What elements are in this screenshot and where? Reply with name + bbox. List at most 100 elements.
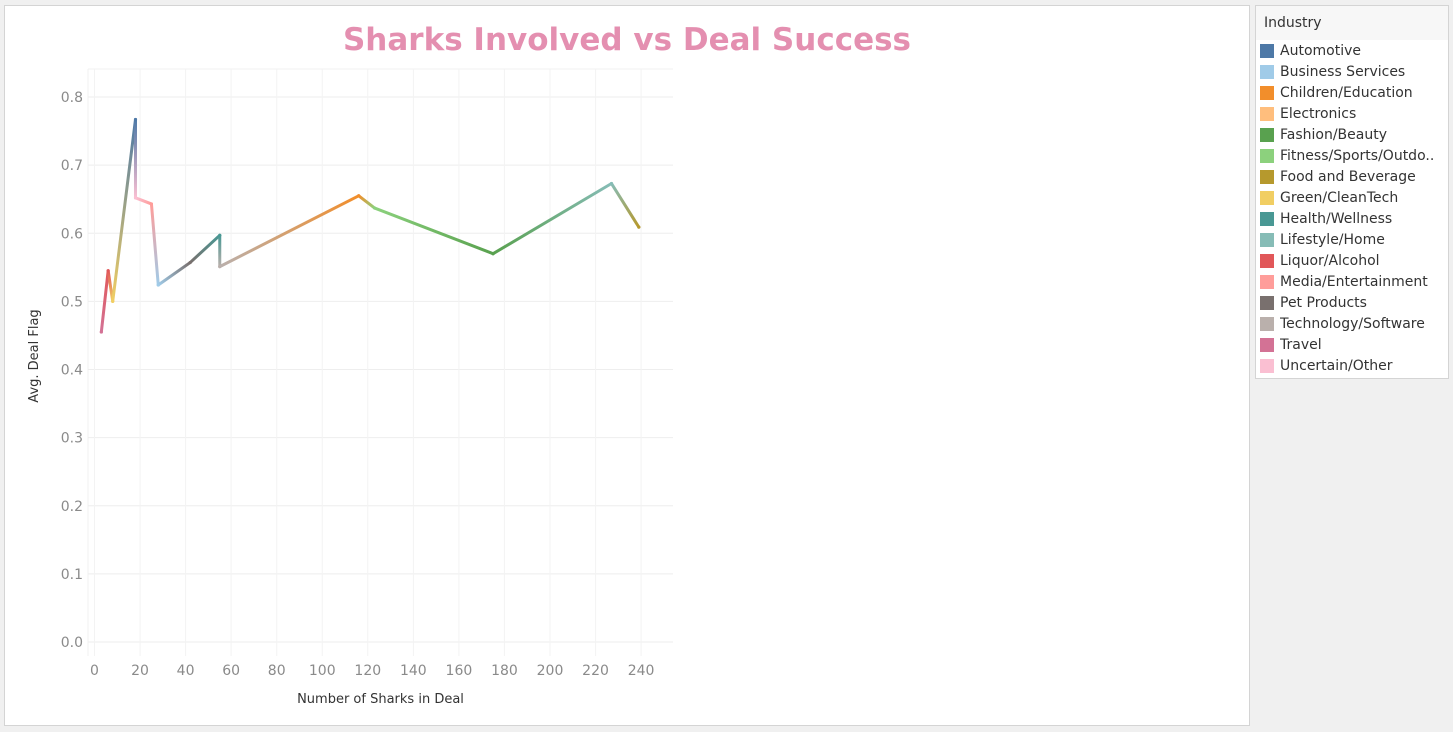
data-point: [99, 330, 103, 334]
chart-panel: Sharks Involved vs Deal Success 0.0 0.1 0.…: [4, 5, 1250, 726]
legend-label: Pet Products: [1280, 294, 1367, 311]
x-tick-label: 220: [582, 663, 609, 679]
x-tick-label: 100: [309, 663, 336, 679]
legend-item[interactable]: Travel: [1256, 334, 1448, 355]
legend-swatch: [1260, 337, 1274, 352]
legend-swatch: [1260, 358, 1274, 373]
y-tick-label: 0.2: [61, 499, 83, 515]
legend-swatch: [1260, 253, 1274, 268]
legend-swatch: [1260, 43, 1274, 58]
x-tick-label: 200: [537, 663, 564, 679]
legend-label: Travel: [1280, 336, 1322, 353]
line-segment: [357, 194, 377, 210]
legend-title: Industry: [1256, 6, 1448, 40]
legend-item[interactable]: Automotive: [1256, 40, 1448, 61]
y-tick-label: 0.3: [61, 431, 83, 447]
x-axis-title: Number of Sharks in Deal: [297, 692, 464, 707]
y-tick-label: 0.6: [61, 226, 83, 242]
line-segment: [111, 117, 137, 303]
legend-swatch: [1260, 148, 1274, 163]
legend-label: Fitness/Sports/Outdo..: [1280, 147, 1435, 164]
legend-label: Liquor/Alcohol: [1280, 252, 1380, 269]
x-tick-label: 20: [131, 663, 149, 679]
y-tick-label: 0.8: [61, 90, 83, 106]
data-point: [637, 225, 641, 229]
legend-swatch: [1260, 169, 1274, 184]
data-point: [373, 206, 377, 210]
y-tick-label: 0.5: [61, 294, 83, 310]
legend-swatch: [1260, 232, 1274, 247]
data-point: [149, 202, 154, 206]
legend-label: Food and Beverage: [1280, 168, 1416, 185]
x-tick-label: 140: [400, 663, 427, 679]
chart-title: Sharks Involved vs Deal Success: [342, 22, 912, 58]
line-segment: [133, 196, 153, 206]
x-tick-label: 160: [446, 663, 473, 679]
legend-label: Health/Wellness: [1280, 210, 1393, 227]
legend-item[interactable]: Electronics: [1256, 103, 1448, 124]
legend-label: Fashion/Beauty: [1280, 126, 1388, 143]
data-point: [188, 260, 192, 265]
legend-item[interactable]: Technology/Software: [1256, 313, 1448, 334]
data-point: [111, 299, 115, 303]
data-point: [106, 269, 110, 273]
legend-swatch: [1260, 211, 1274, 226]
legend-label: Green/CleanTech: [1280, 189, 1399, 206]
x-tick-label: 0: [90, 663, 99, 679]
data-point: [133, 117, 138, 122]
line-segment: [99, 269, 110, 334]
legend-item[interactable]: Green/CleanTech: [1256, 187, 1448, 208]
data-point: [609, 181, 614, 186]
line-segment: [156, 261, 192, 287]
legend-swatch: [1260, 85, 1274, 100]
legend-swatch: [1260, 295, 1274, 310]
legend-label: Media/Entertainment: [1280, 273, 1428, 290]
legend-items: Automotive Business Services Children/Educ…: [1256, 40, 1448, 376]
legend-label: Electronics: [1280, 105, 1357, 122]
x-tick-label: 240: [628, 663, 655, 679]
line-segment: [218, 194, 361, 269]
line-segment: [149, 202, 160, 287]
y-tick-label: 0.7: [61, 158, 83, 174]
y-axis-title: Avg. Deal Flag: [27, 309, 42, 402]
legend-item[interactable]: Fitness/Sports/Outdo..: [1256, 145, 1448, 166]
legend-item[interactable]: Liquor/Alcohol: [1256, 250, 1448, 271]
y-tick-label: 0.4: [61, 363, 83, 379]
y-tick-label: 0.0: [61, 635, 83, 651]
line-chart: 0.0 0.1 0.2 0.3 0.4 0.5 0.6 0.7 0.8 0 20 40 60 80 100 1…: [27, 68, 673, 707]
data-point: [218, 233, 222, 237]
legend-item[interactable]: Pet Products: [1256, 292, 1448, 313]
legend-item[interactable]: Lifestyle/Home: [1256, 229, 1448, 250]
y-tick-label: 0.1: [61, 567, 83, 583]
x-tick-label: 40: [177, 663, 195, 679]
legend: Industry Automotive Business Services Chil…: [1255, 5, 1449, 379]
legend-item[interactable]: Fashion/Beauty: [1256, 124, 1448, 145]
line-segment: [188, 233, 222, 265]
legend-label: Automotive: [1280, 42, 1361, 59]
data-point: [156, 283, 160, 287]
legend-item[interactable]: Health/Wellness: [1256, 208, 1448, 229]
x-tick-label: 60: [222, 663, 240, 679]
data-point: [218, 265, 222, 269]
legend-item[interactable]: Business Services: [1256, 61, 1448, 82]
legend-label: Technology/Software: [1280, 315, 1425, 332]
line-segment: [373, 206, 495, 256]
data-point: [133, 196, 138, 200]
legend-item[interactable]: Uncertain/Other: [1256, 355, 1448, 376]
legend-item[interactable]: Media/Entertainment: [1256, 271, 1448, 292]
legend-item[interactable]: Food and Beverage: [1256, 166, 1448, 187]
data-point: [357, 194, 361, 198]
legend-label: Uncertain/Other: [1280, 357, 1393, 374]
legend-item[interactable]: Children/Education: [1256, 82, 1448, 103]
legend-swatch: [1260, 106, 1274, 121]
legend-swatch: [1260, 190, 1274, 205]
legend-swatch: [1260, 64, 1274, 79]
line-segment: [609, 182, 641, 229]
legend-label: Business Services: [1280, 63, 1406, 80]
x-tick-label: 80: [268, 663, 286, 679]
line-segment: [491, 182, 613, 256]
data-point: [491, 252, 495, 256]
legend-swatch: [1260, 316, 1274, 331]
legend-label: Lifestyle/Home: [1280, 231, 1385, 248]
legend-swatch: [1260, 274, 1274, 289]
